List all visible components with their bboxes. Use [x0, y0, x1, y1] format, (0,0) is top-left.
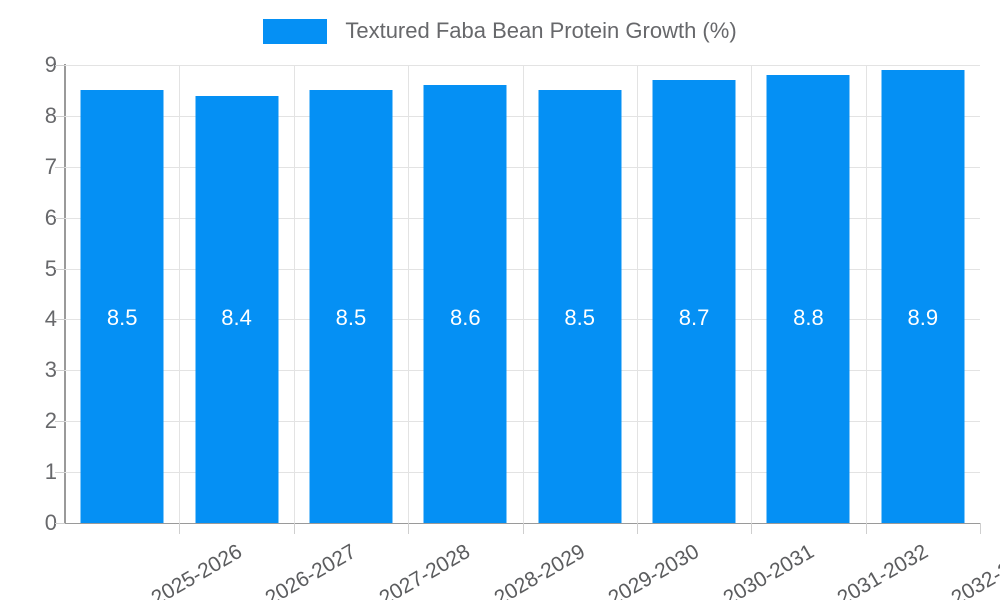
bar[interactable] — [423, 85, 507, 523]
bar[interactable] — [766, 75, 850, 523]
chart-legend: Textured Faba Bean Protein Growth (%) — [0, 10, 1000, 52]
x-gridline — [751, 65, 753, 523]
x-axis-tick-mark — [636, 523, 638, 534]
y-axis-tick-mark — [55, 65, 65, 66]
bar-value-label: 8.8 — [793, 304, 824, 330]
x-axis-tick-label: 2027-2028 — [375, 540, 475, 600]
x-axis-tick-mark — [751, 523, 753, 534]
bar-slot: 8.6 — [408, 65, 522, 523]
y-axis-tick-label: 6 — [44, 204, 57, 230]
x-axis-tick-mark — [293, 523, 295, 534]
bar-slot: 8.5 — [65, 65, 179, 523]
bar-value-label: 8.7 — [678, 304, 710, 330]
x-gridline — [522, 65, 524, 523]
x-axis-tick-mark — [408, 523, 410, 534]
y-axis-tick-label: 8 — [44, 102, 57, 128]
y-axis-tick-label: 0 — [44, 510, 57, 535]
legend-color-swatch — [263, 18, 328, 44]
y-axis-tick-mark — [55, 319, 65, 321]
y-axis-tick-mark — [55, 523, 65, 524]
bar-slot: 8.8 — [751, 65, 865, 523]
y-axis-tick-label: 1 — [44, 459, 57, 485]
x-axis-tick-label: 2028-2029 — [490, 540, 589, 600]
y-axis-tick-label: 5 — [44, 255, 57, 281]
bar-value-label: 8.5 — [564, 304, 595, 330]
x-gridline — [865, 65, 867, 523]
x-axis-tick-labels: 2025-2026 2026-2027 2027-2028 2028-2029 2029… — [65, 523, 1000, 600]
bar[interactable] — [309, 90, 393, 523]
bar[interactable] — [80, 90, 164, 523]
y-axis-tick-mark — [55, 166, 65, 168]
x-gridline — [179, 65, 181, 523]
y-axis-tick-mark — [55, 115, 65, 117]
plot-area: 8.5 8.4 8.5 8.6 8.5 8.7 8.8 8.9 — [65, 65, 980, 524]
y-axis-tick-label: 7 — [44, 153, 57, 179]
x-axis-tick-label: 2031-2032 — [833, 540, 932, 600]
bar-slot: 8.5 — [294, 65, 408, 523]
bar-slot: 8.7 — [637, 65, 751, 523]
x-axis-tick-label: 2029-2030 — [604, 540, 704, 600]
x-gridline — [408, 65, 410, 523]
bar-slot: 8.5 — [523, 65, 637, 523]
y-axis-tick-label: 4 — [44, 306, 57, 332]
bar-value-label: 8.4 — [221, 304, 252, 330]
legend-label: Textured Faba Bean Protein Growth (%) — [345, 18, 737, 43]
bar-value-label: 8.6 — [450, 304, 481, 330]
x-axis-tick-mark — [522, 523, 524, 534]
y-axis-tick-label: 9 — [44, 52, 57, 77]
bar[interactable] — [195, 95, 279, 523]
y-axis-tick-mark — [55, 472, 65, 474]
y-axis-tick-label: 2 — [44, 408, 57, 434]
y-axis-line — [64, 64, 66, 524]
x-axis-tick-mark — [179, 523, 181, 534]
x-axis-tick-label: 2032-2033 — [947, 540, 1000, 600]
y-axis-tick-mark — [55, 217, 65, 219]
x-axis-tick-label: 2026-2027 — [261, 540, 360, 600]
bar[interactable] — [652, 80, 736, 523]
bar[interactable] — [881, 70, 965, 523]
bar-value-label: 8.5 — [335, 304, 367, 330]
y-axis-tick-mark — [55, 370, 65, 372]
y-axis-tick-mark — [55, 421, 65, 423]
bar[interactable] — [538, 90, 622, 523]
x-gridline — [293, 65, 295, 523]
bar-slot: 8.4 — [179, 65, 293, 523]
bar-slot: 8.9 — [866, 65, 980, 523]
y-axis-tick-labels: 0 1 2 3 4 5 6 7 8 9 — [0, 0, 65, 600]
x-gridline — [636, 65, 638, 523]
bar-value-label: 8.9 — [907, 304, 939, 330]
bar-value-label: 8.5 — [106, 304, 138, 330]
x-axis-tick-label: 2030-2031 — [718, 540, 818, 600]
x-axis-tick-label: 2025-2026 — [147, 540, 246, 600]
x-axis-tick-mark — [980, 523, 981, 534]
y-axis-tick-label: 3 — [44, 357, 57, 383]
x-axis-tick-mark — [865, 523, 867, 534]
y-axis-tick-mark — [55, 268, 65, 270]
